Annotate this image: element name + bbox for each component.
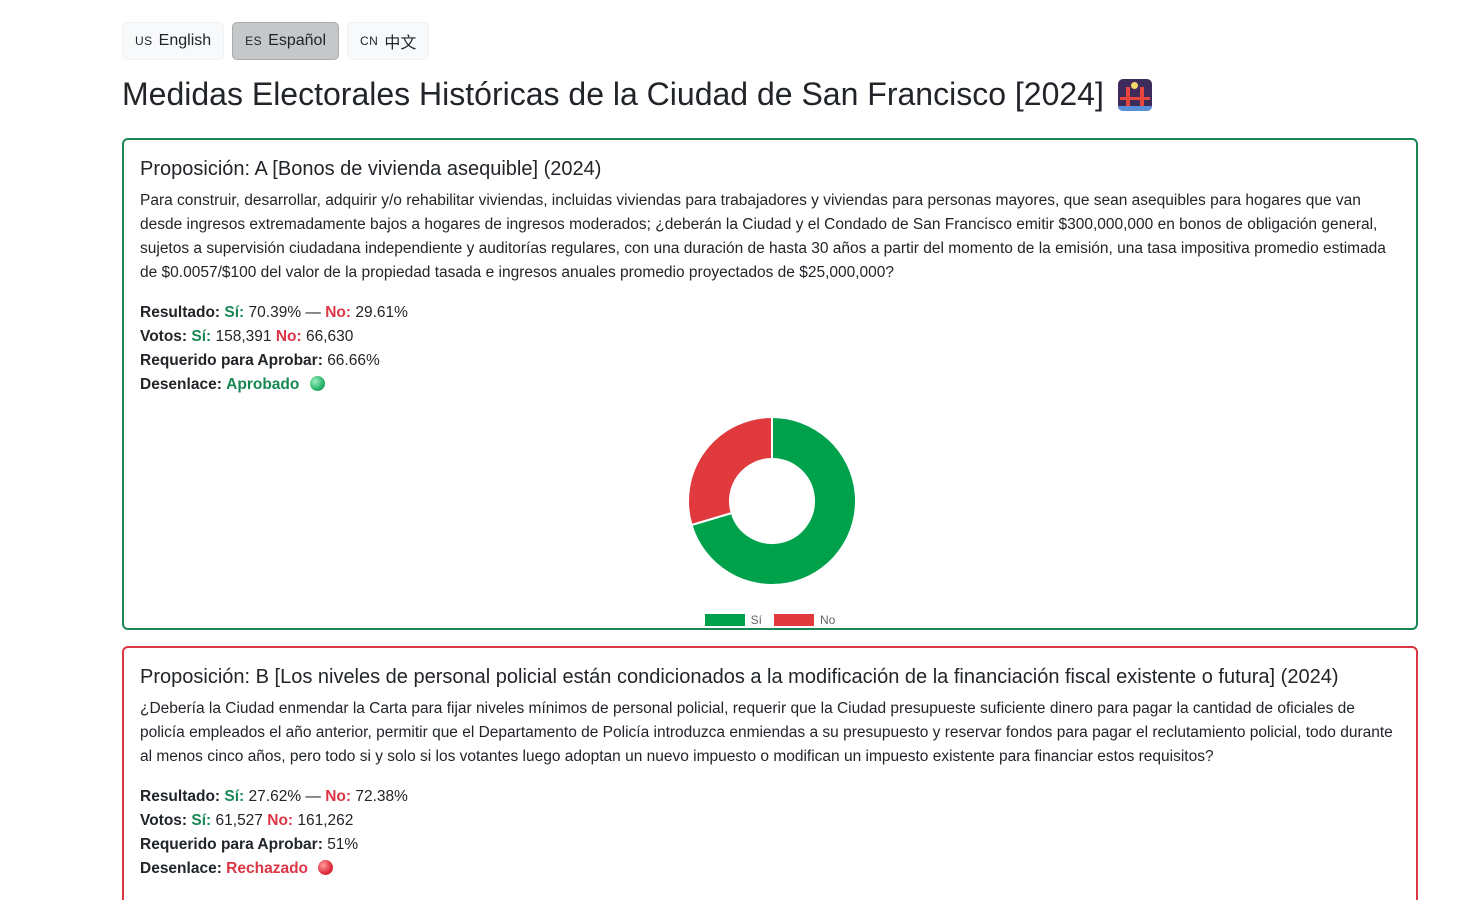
language-switcher: US English ES Español CN 中文 [122,22,430,60]
yes-votes: 158,391 [215,328,272,345]
donut-slice-no[interactable] [687,415,773,527]
required-line: Requerido para Aprobar: 51% [140,833,1400,857]
measure-card-b: Proposición: B [Los niveles de personal … [122,646,1418,900]
no-percent: 29.61% [355,304,408,321]
language-label-spanish: Español [268,32,326,49]
legend-swatch-no [774,614,814,626]
outcome-value: Rechazado [226,860,309,877]
measure-description: Para construir, desarrollar, adquirir y/… [140,192,1386,281]
language-label-english: English [158,32,212,49]
yes-percent: 27.62% [248,788,302,805]
votes-line: Votos: Sí: 61,527 No: 161,262 [140,809,1400,833]
outcome-line: Desenlace: Aprobado [140,373,1400,397]
result-label: Resultado: [140,304,221,321]
language-button-chinese[interactable]: CN 中文 [347,22,430,60]
votes-label: Votos: [140,328,188,345]
measure-stats: Resultado: Sí: 70.39% — No: 29.61% Votos… [140,301,1400,397]
result-label: Resultado: [140,788,221,805]
donut-slice-yes[interactable] [690,415,857,586]
language-button-spanish[interactable]: ES Español [232,22,339,60]
result-line: Resultado: Sí: 70.39% — No: 29.61% [140,301,1400,325]
measure-stats: Resultado: Sí: 27.62% — No: 72.38% Votos… [140,785,1400,881]
outcome-value: Aprobado [226,376,300,393]
page-title: Medidas Electorales Históricas de la Ciu… [122,76,1152,113]
yes-label: Sí: [224,788,245,805]
page-title-text: Medidas Electorales Históricas de la Ciu… [122,76,1104,112]
flag-cn-icon: CN [360,34,379,48]
required-label: Requerido para Aprobar: [140,836,323,853]
language-button-english[interactable]: US English [122,22,225,60]
dash: — [305,788,321,805]
no-label: No: [267,812,294,829]
legend-item-no[interactable]: No [774,613,835,627]
measure-description: ¿Debería la Ciudad enmendar la Carta par… [140,700,1393,765]
measure-title: Proposición: A [Bonos de vivienda asequi… [140,158,602,180]
no-percent: 72.38% [355,788,408,805]
language-label-chinese: 中文 [384,35,417,52]
legend-swatch-yes [704,614,745,626]
required-line: Requerido para Aprobar: 66.66% [140,349,1400,373]
yes-label: Sí: [224,304,245,321]
votes-line: Votos: Sí: 158,391 No: 66,630 [140,325,1400,349]
no-label: No: [325,304,352,321]
no-label: No: [275,328,302,345]
green-circle-icon [309,376,325,391]
no-votes: 66,630 [306,328,354,345]
dash: — [305,304,321,321]
legend-label-no: No [820,613,836,627]
legend-label-yes: Sí [750,613,762,627]
bridge-at-night-icon [1117,78,1152,111]
votes-label: Votos: [140,812,188,829]
flag-us-icon: US [135,34,153,48]
legend-item-yes[interactable]: Sí [704,613,762,627]
measure-card-a: Proposición: A [Bonos de vivienda asequi… [122,138,1418,630]
chart-legend: Sí No [140,613,1400,627]
outcome-label: Desenlace: [140,376,222,393]
yes-votes: 61,527 [215,812,263,829]
required-value: 66.66% [327,352,380,369]
measure-title: Proposición: B [Los niveles de personal … [140,666,1339,688]
outcome-label: Desenlace: [140,860,222,877]
outcome-line: Desenlace: Rechazado [140,857,1400,881]
yes-label: Sí: [191,812,212,829]
required-label: Requerido para Aprobar: [140,352,323,369]
donut-chart [687,415,857,586]
required-value: 51% [327,836,359,853]
result-line: Resultado: Sí: 27.62% — No: 72.38% [140,785,1400,809]
yes-label: Sí: [191,328,212,345]
yes-percent: 70.39% [248,304,302,321]
no-votes: 161,262 [297,812,354,829]
red-circle-icon [318,860,334,875]
flag-es-icon: ES [245,34,263,48]
no-label: No: [325,788,352,805]
vote-chart: Sí No [140,397,1400,637]
